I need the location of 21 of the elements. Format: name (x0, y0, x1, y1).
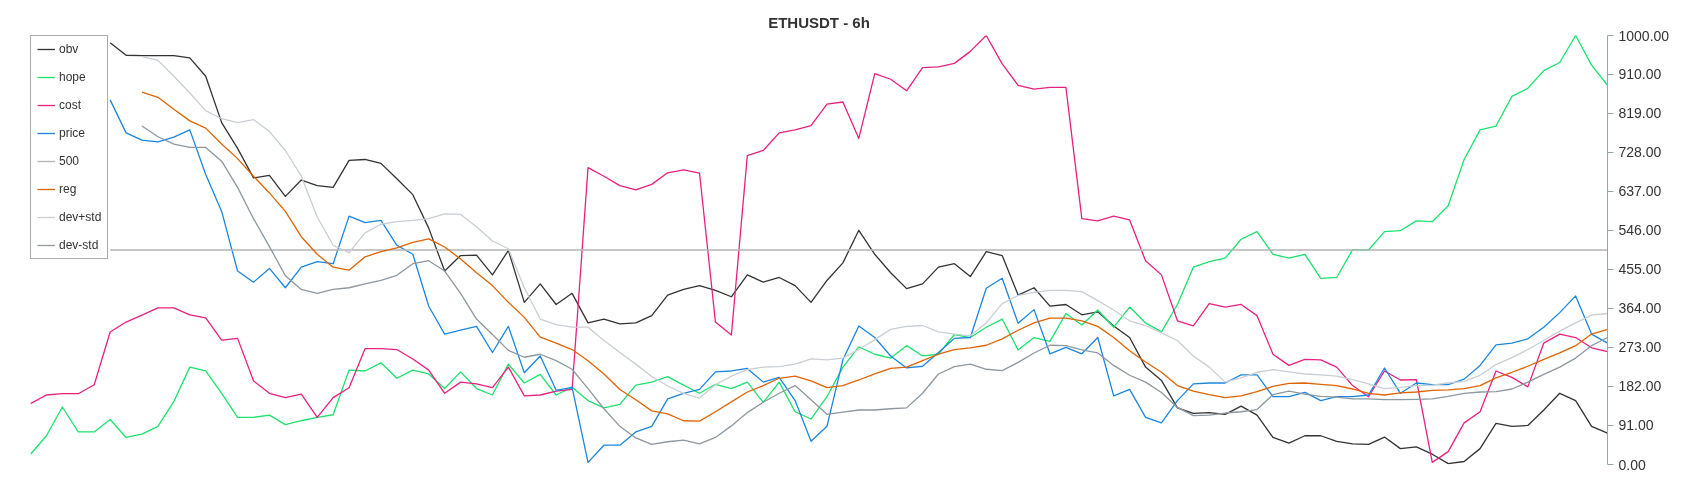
legend-label: dev+std (59, 210, 102, 224)
y-tick-label: 91.00 (1618, 417, 1654, 434)
legend-label: dev-std (59, 238, 99, 252)
y-tick-label: 728.00 (1618, 144, 1662, 161)
y-tick-label: 455.00 (1618, 261, 1662, 278)
y-tick-label: 637.00 (1618, 183, 1662, 200)
y-tick-label: 273.00 (1618, 339, 1662, 356)
legend-label: hope (59, 70, 86, 84)
legend-label: reg (59, 182, 78, 196)
y-tick-label: 819.00 (1618, 105, 1662, 122)
y-tick-label: 364.00 (1618, 300, 1662, 317)
y-tick-label: 1000.00 (1618, 27, 1670, 44)
y-tick-label: 0.00 (1618, 456, 1646, 473)
y-tick-label: 910.00 (1618, 66, 1662, 83)
legend-label: 500 (59, 154, 80, 168)
y-tick-label: 182.00 (1618, 378, 1662, 395)
legend-label: obv (59, 42, 79, 56)
legend-label: cost (59, 98, 82, 112)
chart-title: ETHUSDT - 6h (768, 13, 870, 31)
y-tick-label: 546.00 (1618, 222, 1662, 239)
legend-label: price (59, 126, 86, 140)
